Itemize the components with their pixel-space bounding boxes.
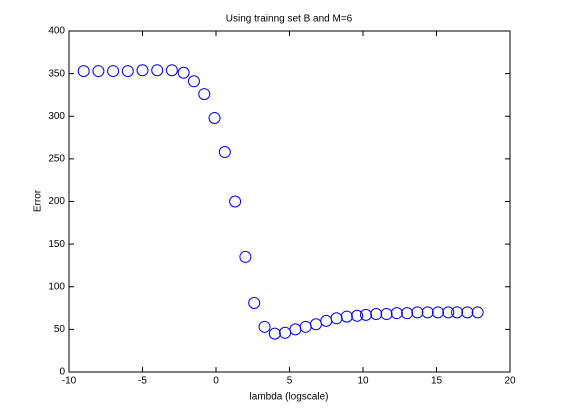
data-point xyxy=(461,306,474,319)
data-point xyxy=(177,66,190,79)
data-point xyxy=(187,75,200,88)
y-tick-label: 50 xyxy=(54,324,66,335)
x-axis-label: lambda (logscale) xyxy=(250,392,329,403)
y-tick-label: 400 xyxy=(48,26,65,37)
data-point xyxy=(77,65,90,78)
data-point xyxy=(340,310,353,323)
data-point xyxy=(198,88,211,101)
x-tick-label: 15 xyxy=(431,376,443,387)
data-point xyxy=(401,307,414,320)
data-point xyxy=(421,306,434,319)
data-point xyxy=(442,306,455,319)
data-point xyxy=(229,195,242,208)
plot-frame xyxy=(68,30,511,373)
x-tick-label: -10 xyxy=(62,376,77,387)
y-tick-label: 250 xyxy=(48,154,65,165)
x-tick-label: 5 xyxy=(287,376,293,387)
x-tick-label: 20 xyxy=(504,376,516,387)
y-axis-label: Error xyxy=(33,189,44,212)
data-point xyxy=(248,296,261,309)
data-point xyxy=(121,65,134,78)
y-tick-label: 200 xyxy=(48,196,65,207)
y-tick-label: 100 xyxy=(48,281,65,292)
x-tick-label: 0 xyxy=(213,376,219,387)
data-point xyxy=(208,111,221,124)
y-tick-label: 150 xyxy=(48,239,65,250)
data-point xyxy=(165,64,178,77)
data-point xyxy=(380,308,393,321)
data-point xyxy=(239,250,252,263)
data-point xyxy=(390,307,403,320)
data-point xyxy=(136,64,149,77)
data-point xyxy=(471,306,484,319)
data-point xyxy=(268,327,281,340)
chart-title: Using trainng set B and M=6 xyxy=(226,14,353,25)
data-point xyxy=(92,65,105,78)
y-tick-label: 0 xyxy=(59,367,65,378)
data-point xyxy=(411,306,424,319)
x-tick-label: 10 xyxy=(357,376,369,387)
data-point xyxy=(359,308,372,321)
data-point xyxy=(370,308,383,321)
data-point xyxy=(107,65,120,78)
data-point xyxy=(351,309,364,322)
data-point xyxy=(258,320,271,333)
data-point xyxy=(431,306,444,319)
y-tick-label: 350 xyxy=(48,68,65,79)
data-point xyxy=(218,146,231,159)
x-tick-label: -5 xyxy=(138,376,147,387)
data-point xyxy=(151,64,164,77)
data-point xyxy=(451,306,464,319)
y-tick-label: 300 xyxy=(48,111,65,122)
